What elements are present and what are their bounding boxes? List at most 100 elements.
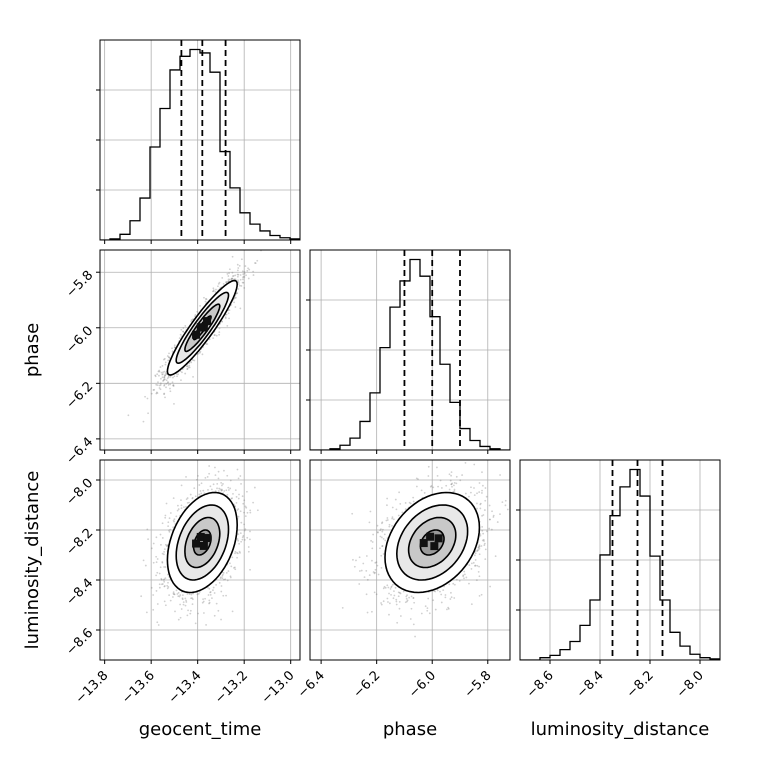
scatter-point [489, 585, 492, 588]
scatter-point [455, 475, 458, 478]
scatter-point [241, 281, 244, 284]
scatter-point [167, 586, 170, 588]
scatter-point [179, 603, 182, 606]
scatter-point [184, 597, 187, 600]
scatter-point [172, 596, 174, 598]
scatter-point [241, 270, 244, 273]
scatter-point [481, 489, 483, 492]
scatter-point [162, 579, 165, 581]
scatter-point [178, 337, 181, 340]
scatter-point [145, 611, 148, 614]
scatter-point [185, 505, 187, 508]
panel-plot-area [100, 40, 300, 240]
scatter-point [215, 584, 217, 586]
scatter-point [406, 600, 408, 603]
scatter-point [168, 356, 171, 359]
density-peak-0 [192, 330, 201, 339]
scatter-point [177, 504, 179, 507]
scatter-point [237, 515, 240, 518]
scatter-point [168, 529, 170, 532]
scatter-point [140, 595, 143, 598]
scatter-point [475, 579, 478, 582]
scatter-point [146, 528, 149, 531]
scatter-point [212, 337, 215, 340]
scatter-point [229, 562, 231, 565]
scatter-point [451, 485, 453, 488]
scatter-point [376, 531, 379, 533]
scatter-point [193, 487, 196, 489]
scatter-point [172, 384, 175, 386]
scatter-point [188, 366, 191, 369]
panel-plot-area [310, 460, 510, 660]
scatter-point [237, 497, 240, 500]
scatter-point [249, 530, 251, 533]
scatter-point [237, 279, 239, 282]
scatter-point [167, 381, 169, 383]
scatter-point [480, 593, 483, 596]
scatter-point [161, 522, 164, 525]
scatter-point [388, 613, 390, 616]
scatter-point [160, 371, 163, 374]
scatter-point [388, 602, 391, 605]
scatter-point [228, 268, 231, 271]
scatter-point [220, 618, 222, 621]
scatter-point [179, 616, 182, 619]
scatter-point [224, 578, 227, 581]
scatter-point [154, 374, 157, 377]
panel-frame [99, 39, 301, 241]
scatter-point [162, 358, 165, 361]
scatter-point [163, 548, 166, 551]
scatter-point [163, 375, 166, 377]
scatter-point [439, 479, 442, 482]
scatter-point [172, 385, 175, 387]
scatter-point [382, 587, 385, 590]
scatter-point [175, 515, 178, 518]
scatter-point [147, 538, 149, 541]
scatter-point [212, 290, 215, 293]
scatter-point [234, 278, 237, 281]
scatter-point [172, 591, 175, 594]
scatter-point [226, 474, 229, 477]
scatter-point [188, 364, 191, 367]
scatter-point [234, 552, 236, 555]
scatter-point [163, 585, 166, 587]
scatter-point [158, 572, 161, 575]
scatter-point [482, 532, 485, 535]
scatter-point [155, 392, 158, 395]
scatter-point [397, 591, 400, 594]
density-peak-0 [192, 539, 201, 548]
scatter-point [234, 297, 236, 299]
scatter-point [180, 504, 183, 507]
scatter-point [222, 573, 224, 576]
scatter-point [227, 312, 230, 315]
scatter-point [158, 374, 160, 377]
scatter-point [185, 365, 188, 368]
scatter-point [218, 331, 221, 334]
scatter-point [228, 309, 231, 312]
scatter-point [398, 600, 401, 603]
scatter-point [218, 581, 221, 584]
scatter-point [146, 397, 149, 400]
scatter-point [366, 578, 369, 581]
scatter-point [179, 333, 182, 336]
scatter-point [211, 290, 214, 293]
scatter-point [199, 350, 202, 353]
scatter-point [166, 377, 169, 380]
scatter-point [245, 274, 247, 277]
scatter-point [163, 384, 166, 387]
scatter-point [405, 597, 408, 600]
scatter-point [479, 534, 482, 537]
scatter-point [412, 500, 415, 503]
scatter-point [353, 565, 356, 568]
scatter-point [158, 583, 161, 586]
scatter-point [239, 307, 242, 310]
scatter-point [177, 508, 180, 511]
scatter-point [450, 471, 453, 474]
scatter-point [164, 372, 167, 374]
scatter-point [200, 492, 203, 495]
scatter-point [401, 511, 404, 514]
scatter-point [386, 497, 389, 500]
scatter-point [459, 479, 462, 482]
scatter-point [234, 306, 237, 308]
